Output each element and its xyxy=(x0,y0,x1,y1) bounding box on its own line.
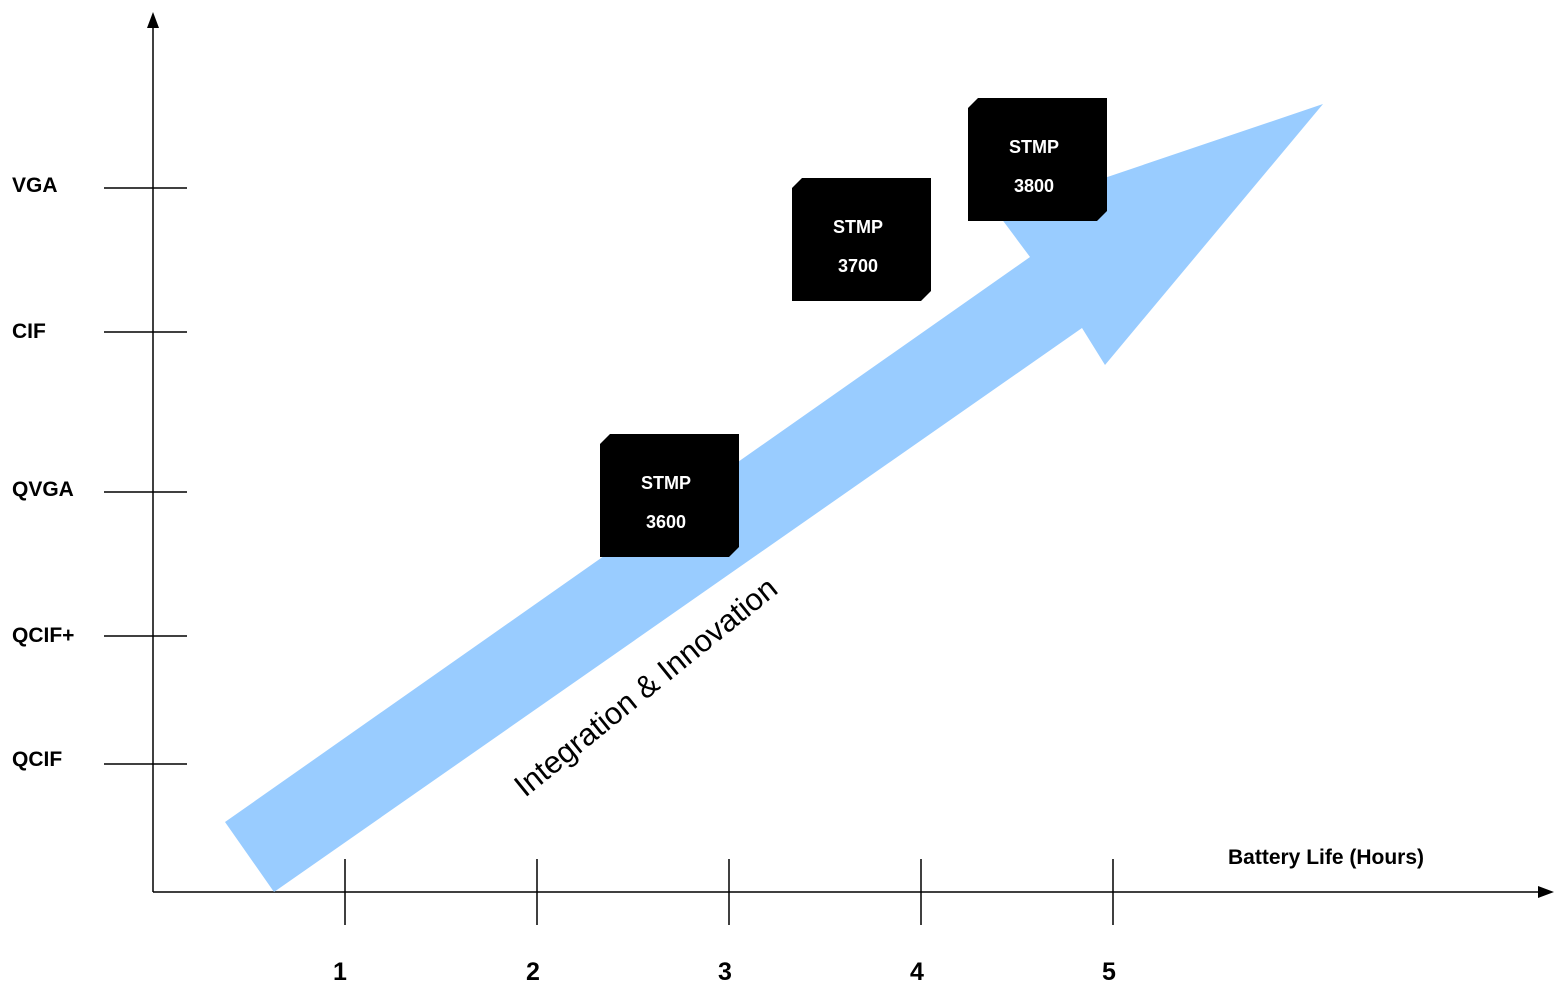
chip-line-1: STMP xyxy=(641,473,691,493)
chip-stmp-3800: STMP 3800 xyxy=(968,98,1107,221)
axes xyxy=(147,12,1554,898)
x-tick-label-5: 5 xyxy=(1102,958,1116,982)
chip-line-2: 3800 xyxy=(1014,176,1054,196)
x-tick-label-4: 4 xyxy=(910,958,924,982)
chip-line-2: 3700 xyxy=(838,256,878,276)
chip-body xyxy=(968,98,1107,221)
chip-stmp-3600: STMP 3600 xyxy=(600,434,739,557)
y-tick-label-qcif-plus: QCIF+ xyxy=(12,624,74,647)
chip-body xyxy=(600,434,739,557)
x-tick-label-2: 2 xyxy=(526,958,540,982)
chip-stmp-3700: STMP 3700 xyxy=(792,178,931,301)
y-tick-labels: QCIF QCIF+ QVGA CIF VGA xyxy=(12,174,74,771)
x-axis-title: Battery Life (Hours) xyxy=(1228,846,1424,869)
integration-arrow xyxy=(225,104,1323,892)
y-tick-label-cif: CIF xyxy=(12,320,46,343)
chip-body xyxy=(792,178,931,301)
chip-line-2: 3600 xyxy=(646,512,686,532)
x-axis-arrowhead xyxy=(1538,886,1554,898)
chip-line-1: STMP xyxy=(833,217,883,237)
y-axis-arrowhead xyxy=(147,12,159,28)
y-tick-label-qvga: QVGA xyxy=(12,478,74,501)
x-tick-label-3: 3 xyxy=(718,958,732,982)
x-tick-labels: 1 2 3 4 5 xyxy=(333,958,1116,982)
y-tick-label-qcif: QCIF xyxy=(12,748,62,771)
x-ticks xyxy=(344,859,1114,925)
y-ticks xyxy=(104,187,187,765)
x-tick-label-1: 1 xyxy=(333,958,347,982)
chip-line-1: STMP xyxy=(1009,137,1059,157)
y-tick-label-vga: VGA xyxy=(12,174,58,197)
